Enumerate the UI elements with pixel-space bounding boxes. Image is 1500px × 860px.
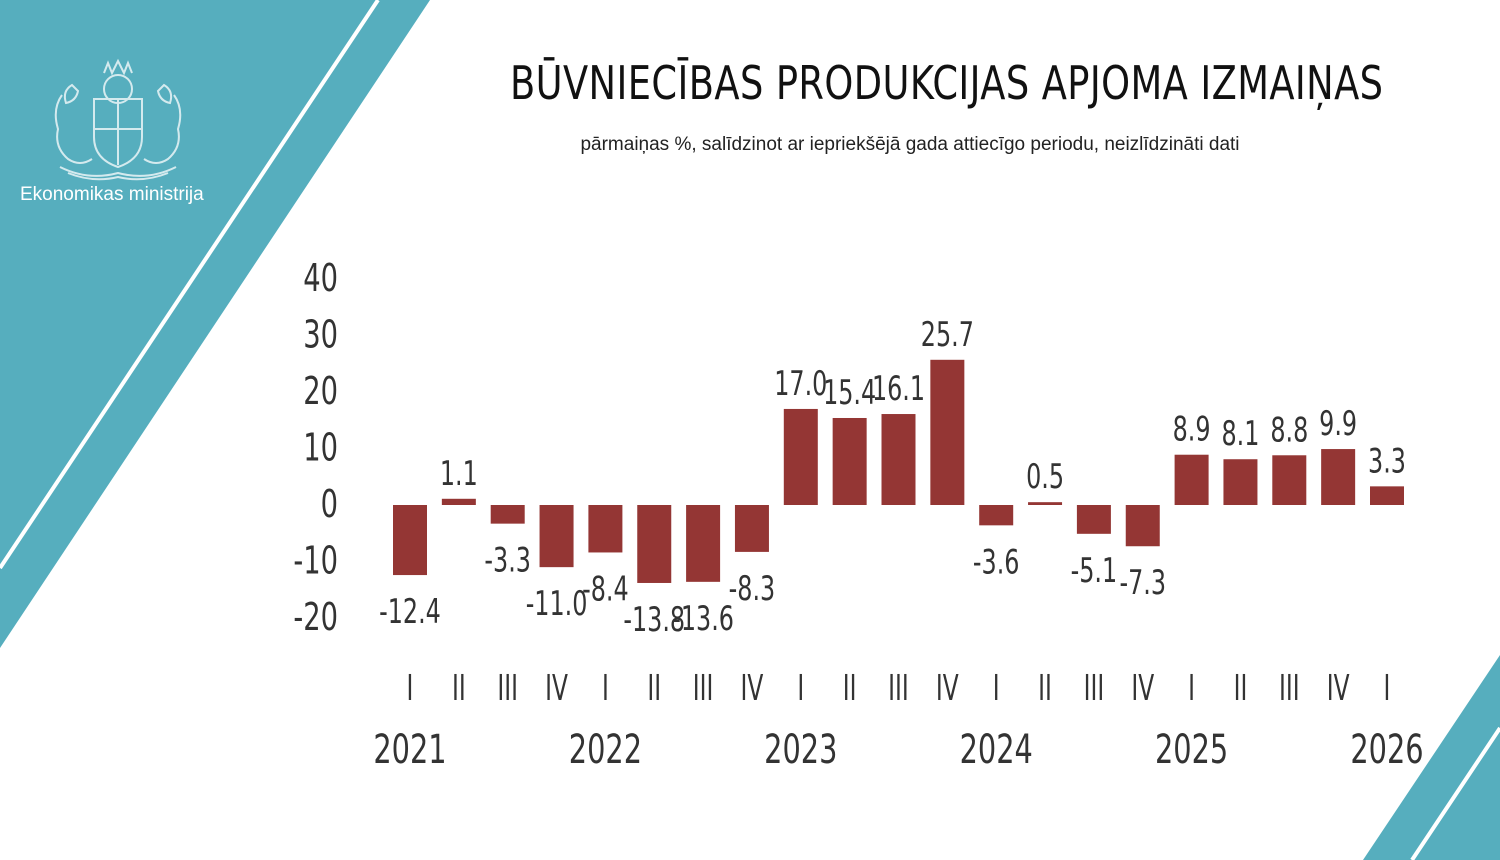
bar [539,505,574,568]
bar [1174,454,1209,505]
y-tick-label: 30 [303,313,338,357]
data-label: 17.0 [774,365,827,404]
chart-subtitle: pārmaiņas %, salīdzinot ar iepriekšējā g… [580,134,1240,155]
data-label: -13.8 [623,601,685,640]
bar [441,498,476,505]
quarter-label: IV [1131,668,1154,709]
quarter-label: II [452,668,466,709]
quarter-label: IV [1327,668,1350,709]
bar [979,505,1014,526]
quarter-label: I [1384,668,1391,709]
data-label: 9.9 [1319,405,1357,444]
ministry-name: Ekonomikas ministrija [20,184,204,205]
bar [1370,486,1404,505]
coat-of-arms-icon [54,58,182,181]
bar [490,505,525,524]
left-accent-line [0,0,380,570]
data-label: 25.7 [921,316,974,355]
bar [881,414,916,505]
quarter-label: III [1084,668,1105,709]
quarter-label: I [407,668,414,709]
year-label: 2025 [1155,725,1228,772]
quarter-label: II [647,668,661,709]
data-label: 15.4 [823,374,876,413]
quarter-label: III [693,668,714,709]
data-label: 8.1 [1221,415,1259,454]
y-tick-label: -10 [293,539,338,583]
data-label: -13.6 [672,600,734,639]
year-label: 2022 [569,725,642,772]
bar [1272,455,1307,505]
data-label: -5.1 [1071,552,1118,591]
data-label: -3.3 [484,542,531,581]
bar [1223,459,1258,505]
year-label: 2024 [960,725,1033,772]
quarter-label: II [1234,668,1248,709]
data-label: -11.0 [526,585,588,624]
bar [637,505,672,583]
bar [1321,449,1356,505]
quarter-label: IV [936,668,959,709]
bar [1028,502,1063,505]
quarter-label: II [1038,668,1052,709]
bar [832,417,867,505]
quarter-label: III [888,668,909,709]
bar [930,359,965,505]
data-label: 8.8 [1270,411,1308,450]
data-label: -3.6 [973,543,1020,582]
chart-title: BŪVNIECĪBAS PRODUKCIJAS APJOMA IZMAIŅAS [510,56,1384,110]
y-tick-label: -20 [293,596,338,640]
y-tick-label: 10 [303,426,338,470]
quarter-label: I [993,668,1000,709]
bar [734,505,769,552]
right-accent-line [1410,726,1500,860]
bar [783,408,818,505]
data-label: 0.5 [1026,458,1064,497]
quarter-label: IV [741,668,764,709]
year-label: 2021 [373,725,446,772]
bar [1076,505,1111,534]
quarter-label: I [602,668,609,709]
quarter-label: III [1279,668,1300,709]
bar [1125,505,1160,547]
y-tick-label: 20 [303,370,338,414]
quarter-label: I [797,668,804,709]
data-label: -7.3 [1119,564,1166,603]
y-tick-label: 40 [303,257,338,301]
data-label: -8.4 [582,570,629,609]
quarter-label: I [1188,668,1195,709]
quarter-label: IV [545,668,568,709]
quarter-label: III [497,668,518,709]
bar [686,505,721,582]
right-accent-band [1363,655,1500,860]
quarter-label: II [843,668,857,709]
y-tick-label: 0 [321,483,338,527]
data-label: 1.1 [440,455,478,494]
bar [393,505,427,576]
data-label: 16.1 [872,370,925,409]
year-label: 2023 [764,725,837,772]
bar [588,505,623,553]
data-label: -12.4 [379,593,441,632]
data-label: -8.3 [729,570,776,609]
data-label: 3.3 [1368,442,1406,481]
year-label: 2026 [1350,725,1423,772]
data-label: 8.9 [1173,411,1211,450]
